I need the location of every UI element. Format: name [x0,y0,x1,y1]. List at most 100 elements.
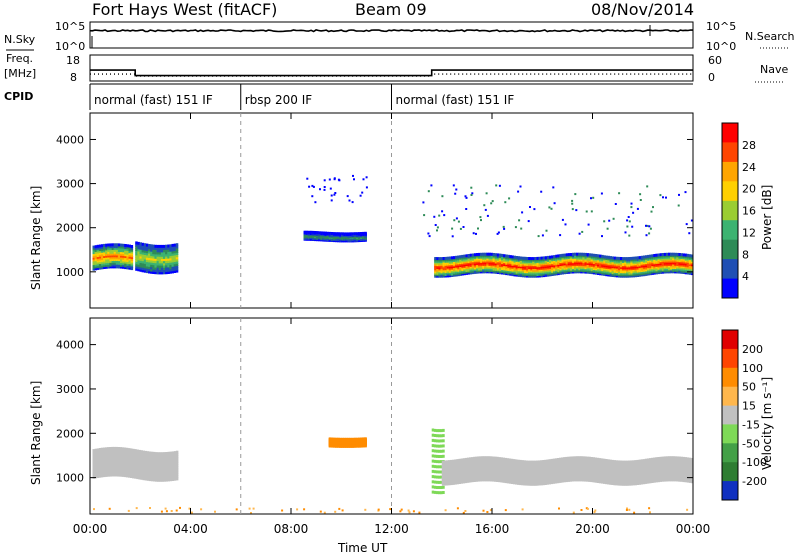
velocity-cell [504,465,508,469]
velocity-cell [667,461,671,465]
velocity-cell [565,466,568,470]
velocity-cell [579,469,583,473]
velocity-cell [173,464,177,468]
velocity-cell [466,470,470,474]
velocity-cell [102,449,106,453]
power-cell [109,243,112,247]
velocity-cell [483,458,487,461]
velocity-cell [565,456,568,460]
power-cell [126,248,129,251]
velocity-cell [571,474,575,478]
velocity-cell [96,455,100,458]
power-cell [130,257,134,261]
velocity-cell [531,468,535,471]
power-cell [120,249,123,253]
velocity-cell [146,477,150,481]
velocity-cell [661,478,665,482]
velocity-cell [582,476,585,480]
velocity-cell [448,462,451,465]
velocity-cell [157,452,160,456]
velocity-cell [510,477,514,481]
power-cell [672,254,675,258]
velocity-cell [573,460,577,463]
power-cell [165,251,168,255]
velocity-cell [132,448,135,452]
power-cell [171,261,174,265]
velocity-cell [531,480,535,484]
velocity-cell [132,464,135,468]
power-cell [465,196,468,199]
power-cell [101,246,104,249]
velocity-cell [142,452,145,456]
velocity-cell [642,473,646,477]
velocity-cell [144,473,148,477]
power-cell [124,264,127,268]
velocity-cell [440,470,443,474]
velocity-cell [496,479,499,482]
velocity-cell [529,466,533,470]
velocity-cell [115,471,118,475]
power-cell [141,269,145,273]
velocity-cell [642,477,646,481]
power-cell [663,252,667,256]
power-cell [101,262,104,266]
velocity-cell [582,460,585,463]
power-cell [94,263,98,267]
velocity-cell [600,464,604,467]
velocity-cell [640,481,644,485]
power-cell [109,247,112,251]
velocity-cell [167,465,170,469]
velocity-cell [140,474,143,478]
power-cell [135,256,138,260]
power-cell [528,257,531,260]
velocity-cell [661,475,665,478]
velocity-cell [443,480,447,484]
power-cell [139,262,142,266]
colorbar-swatch [722,161,738,182]
velocity-cell [115,449,118,453]
velocity-cell [163,454,166,458]
velocity-cell [508,477,512,480]
power-cell [126,251,129,255]
velocity-cell [161,469,164,473]
velocity-cell [515,470,518,474]
colorbar-tick-label: 4 [742,270,749,283]
velocity-cell [661,476,665,480]
velocity-cell [502,474,505,478]
velocity-cell [617,473,621,477]
velocity-cell [563,468,566,472]
velocity-cell [458,460,461,464]
velocity-cell [438,475,441,479]
power-cell [167,253,170,257]
power-cell [111,245,115,249]
velocity-cell [148,455,152,459]
power-cell [175,265,179,269]
velocity-cell [102,454,106,458]
velocity-cell [542,482,545,486]
power-cell [120,247,123,251]
velocity-cell [479,478,482,482]
velocity-cell [519,471,522,474]
velocity-cell [500,468,503,472]
power-cell [171,246,174,250]
velocity-cell [636,459,639,463]
velocity-cell [92,460,95,464]
power-cell [109,258,112,262]
power-cell [145,256,149,260]
velocity-cell [615,462,618,466]
power-cell [163,247,166,251]
velocity-cell [441,475,445,479]
velocity-cell [433,490,437,494]
velocity-cell [127,472,131,476]
power-cell [163,258,166,262]
velocity-cell [96,466,100,470]
velocity-cell [626,482,629,486]
velocity-cell [469,459,472,463]
power-cell [657,253,660,257]
power-cell [599,254,602,258]
power-cell [353,232,357,236]
power-cell [109,261,112,265]
velocity-cell [596,463,600,467]
power-cell [105,256,108,260]
